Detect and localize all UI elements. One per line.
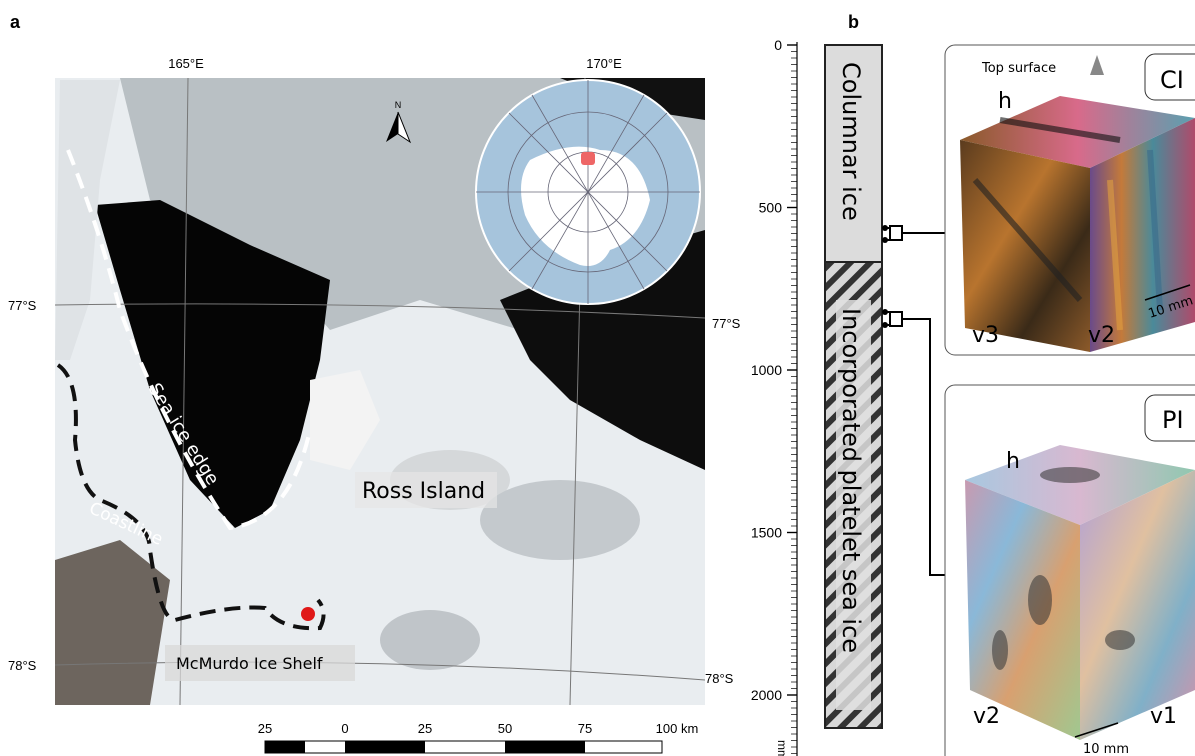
scale-label: 0 [341, 721, 348, 736]
scale-label: 100 km [656, 721, 699, 736]
face-label: v2 [973, 704, 1000, 729]
lat-label: 78°S [8, 658, 37, 673]
depth-tick-label: 0 [774, 37, 782, 53]
connector [885, 225, 945, 576]
face-label: h [1006, 449, 1020, 474]
panel-label: a [10, 12, 21, 32]
lon-label: 170°E [586, 56, 622, 71]
face-label: v3 [972, 323, 999, 348]
scale-label: 25 [418, 721, 432, 736]
face-label: v2 [1088, 323, 1115, 348]
depth-tick-label: 1000 [751, 362, 782, 378]
top-surface-label: Top surface [981, 61, 1056, 76]
mcmurdo-label: McMurdo Ice Shelf [176, 654, 323, 673]
depth-unit: mm [775, 740, 789, 756]
ross-island-label: Ross Island [362, 479, 485, 504]
scale-label: 75 [578, 721, 592, 736]
lon-label: 165°E [168, 56, 204, 71]
lat-label: 77°S [8, 298, 37, 313]
pi-tag: PI [1162, 406, 1184, 434]
columnar-ice-section [824, 44, 883, 263]
scale-bar [264, 740, 663, 754]
depth-tick-label: 500 [759, 200, 783, 216]
map: N Ross Island McMurdo Ice Shelf Sea ice … [55, 78, 705, 705]
ci-tag: CI [1160, 66, 1184, 94]
depth-tick-label: 1500 [751, 525, 782, 541]
columnar-ice-label: Columnar ice [837, 62, 865, 221]
lat-label: 78°S [705, 671, 734, 686]
scale-label: 10 mm [1083, 742, 1129, 756]
face-label: h [998, 89, 1012, 114]
scale-label: 25 [258, 721, 272, 736]
lat-label: 77°S [712, 316, 741, 331]
panel-label: b [848, 12, 859, 32]
depth-tick-label: 2000 [751, 687, 782, 703]
scale-label: 50 [498, 721, 512, 736]
platelet-ice-label: Incorporated platelet sea ice [837, 308, 865, 653]
north-label: N [395, 100, 402, 110]
face-label: v1 [1150, 704, 1177, 729]
